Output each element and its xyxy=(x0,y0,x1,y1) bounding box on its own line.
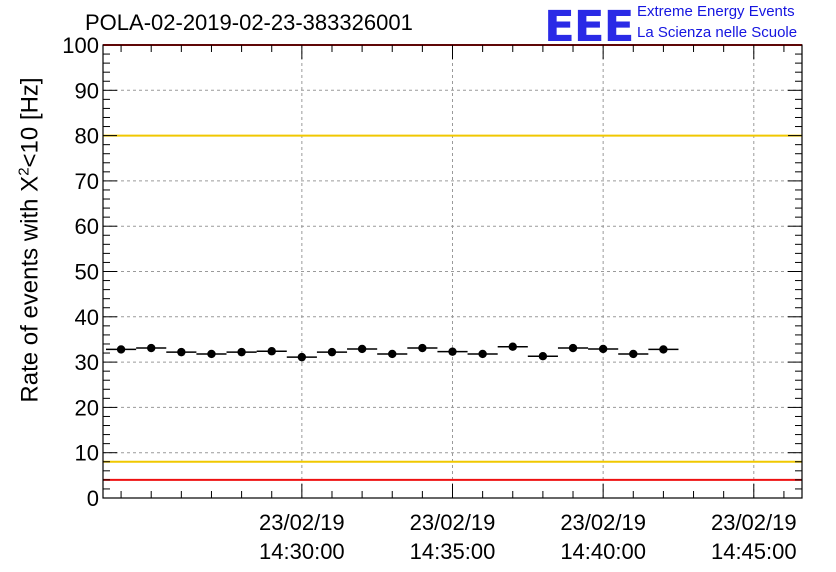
logo-line-1: Extreme Energy Events xyxy=(637,3,795,20)
data-point xyxy=(237,347,246,357)
y-tick-label: 40 xyxy=(75,305,99,330)
x-tick-label-date: 23/02/19 xyxy=(711,510,797,535)
y-tick-label: 100 xyxy=(62,33,99,58)
y-tick-label: 80 xyxy=(75,124,99,149)
data-point xyxy=(207,349,216,359)
y-tick-label: 10 xyxy=(75,441,99,466)
y-axis-label-main: Rate of events with X xyxy=(16,175,44,403)
data-point xyxy=(116,345,126,354)
y-tick-label: 20 xyxy=(75,395,99,420)
data-point xyxy=(629,349,638,359)
data-point xyxy=(147,343,156,353)
data-point xyxy=(538,352,548,361)
data-point xyxy=(388,349,397,359)
x-tick-label-date: 23/02/19 xyxy=(560,510,646,535)
data-point xyxy=(508,342,517,351)
x-tick-label-time: 14:40:00 xyxy=(560,539,646,564)
data-point xyxy=(478,349,487,359)
y-tick-label: 60 xyxy=(75,214,99,239)
y-tick-label: 70 xyxy=(75,169,99,194)
x-tick-label-time: 14:30:00 xyxy=(259,539,345,564)
data-point xyxy=(327,347,337,357)
x-tick-label-time: 14:35:00 xyxy=(410,539,496,564)
data-point xyxy=(659,345,668,354)
eee-logo: EEE xyxy=(544,2,634,52)
logo-line-2: La Scienza nelle Scuole xyxy=(637,24,798,41)
data-series xyxy=(106,342,679,362)
x-tick-label-time: 14:45:00 xyxy=(711,539,797,564)
data-point xyxy=(177,347,186,357)
y-tick-label: 0 xyxy=(87,486,99,511)
x-tick-label-date: 23/02/19 xyxy=(259,510,345,535)
chart-title: POLA-02-2019-02-23-383326001 xyxy=(85,10,413,35)
y-tick-label: 50 xyxy=(75,260,99,285)
y-tick-label: 90 xyxy=(75,78,99,103)
data-point xyxy=(448,347,457,356)
data-point xyxy=(357,344,367,354)
x-tick-label-date: 23/02/19 xyxy=(410,510,496,535)
data-point xyxy=(418,343,427,353)
data-point xyxy=(568,343,578,353)
data-point xyxy=(598,344,608,354)
data-point xyxy=(267,347,276,356)
x-tick-labels: 23/02/19 14:30:00 23/02/19 14:35:00 23/02/19… xyxy=(259,510,797,564)
y-tick-label: 30 xyxy=(75,350,99,375)
y-tick-labels: 0 10 20 30 40 50 60 70 80 90 100 xyxy=(62,33,99,511)
y-axis-label-sup: 2 xyxy=(15,167,33,176)
axes xyxy=(102,44,803,499)
y-axis-label-tail: <10 [Hz] xyxy=(16,77,44,168)
y-axis-label: Rate of events with X2<10 [Hz] xyxy=(16,77,45,402)
grid-lines xyxy=(103,45,802,498)
data-point xyxy=(297,352,307,362)
